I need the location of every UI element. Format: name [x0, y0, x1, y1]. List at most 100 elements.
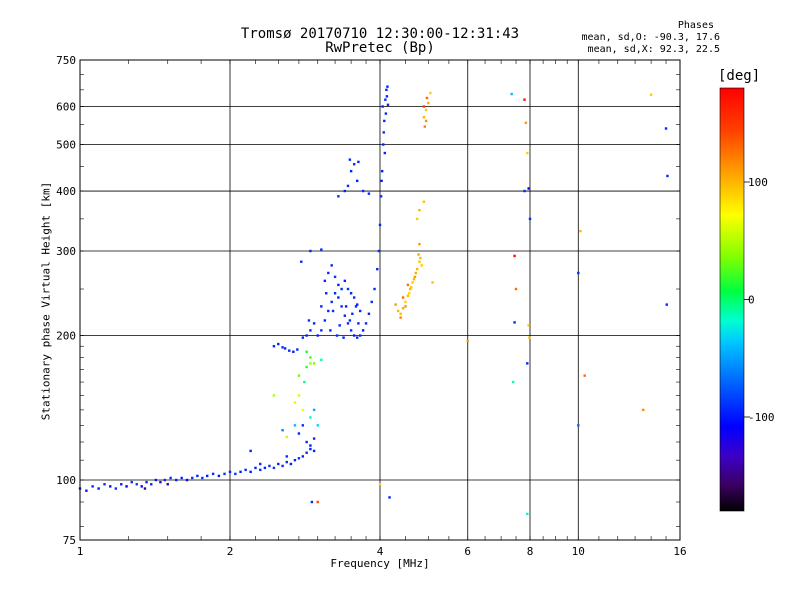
data-point — [377, 249, 381, 253]
data-point — [281, 429, 284, 432]
y-tick-label: 750 — [56, 54, 76, 67]
data-point — [523, 98, 526, 101]
data-point — [343, 314, 347, 317]
data-point — [349, 292, 353, 295]
data-point — [337, 195, 340, 198]
y-axis-label: Stationary phase Virtual Height [km] — [39, 181, 53, 421]
data-point — [577, 424, 580, 427]
data-point — [281, 464, 284, 468]
data-point — [355, 303, 359, 306]
data-point — [249, 449, 252, 453]
data-point — [409, 286, 413, 289]
data-point — [283, 347, 287, 350]
data-point — [514, 287, 518, 291]
data-point — [309, 447, 312, 451]
data-point — [354, 305, 358, 308]
data-point — [163, 478, 167, 482]
data-point — [296, 348, 299, 351]
data-point — [239, 470, 242, 474]
data-point — [292, 350, 295, 353]
data-point — [277, 342, 280, 346]
data-point — [386, 103, 390, 106]
data-point — [351, 312, 354, 315]
data-point — [352, 334, 356, 337]
data-point — [259, 462, 262, 466]
data-point — [320, 248, 323, 251]
data-point — [263, 466, 267, 470]
data-point — [337, 283, 340, 287]
data-point — [404, 305, 407, 308]
data-point — [323, 279, 327, 283]
data-point — [385, 95, 389, 98]
colorbar-label: [deg] — [718, 68, 761, 84]
data-point — [511, 380, 515, 384]
colorbar-tick-label: 0 — [748, 294, 755, 307]
data-point — [406, 283, 410, 287]
y-tick-label: 400 — [56, 185, 76, 198]
data-point — [343, 189, 347, 193]
data-point — [342, 336, 345, 339]
data-point — [417, 253, 420, 256]
data-point — [325, 292, 328, 295]
data-point — [348, 319, 352, 322]
y-tick-label: 75 — [63, 534, 76, 547]
data-point — [367, 192, 371, 195]
data-point — [285, 460, 288, 464]
data-point — [384, 112, 388, 115]
data-point — [272, 394, 276, 397]
data-point — [330, 264, 333, 267]
data-point — [329, 329, 332, 332]
data-point — [333, 292, 337, 295]
data-point — [422, 105, 426, 108]
data-point — [191, 476, 194, 480]
y-tick-label: 600 — [56, 101, 76, 114]
data-point — [301, 336, 305, 339]
data-point — [293, 401, 297, 404]
data-point — [383, 151, 387, 155]
data-point — [396, 309, 400, 313]
data-point — [526, 151, 529, 155]
data-point — [401, 307, 405, 310]
data-point — [422, 200, 426, 203]
data-point — [309, 362, 312, 365]
data-point — [281, 346, 284, 349]
data-point — [303, 380, 306, 384]
data-point — [379, 195, 383, 198]
data-point — [297, 457, 301, 460]
data-point — [140, 485, 143, 488]
data-point — [424, 119, 428, 123]
data-point — [254, 466, 257, 470]
data-point — [310, 500, 314, 504]
data-point — [418, 260, 421, 263]
data-point — [344, 305, 348, 308]
data-point — [297, 374, 301, 377]
data-point — [338, 324, 341, 327]
x-axis-label: Frequency [MHz] — [330, 557, 430, 570]
colorbar-gradient — [719, 87, 745, 512]
data-point — [309, 249, 312, 253]
data-point — [91, 485, 94, 488]
x-tick-label: 6 — [464, 545, 471, 558]
data-point — [373, 287, 376, 291]
data-point — [378, 223, 382, 227]
data-point — [305, 365, 308, 369]
data-point — [385, 88, 388, 92]
data-point — [312, 408, 316, 412]
y-tick-label: 100 — [56, 474, 76, 487]
data-point — [333, 275, 337, 279]
data-point — [109, 485, 112, 488]
colorbar: 100 0 -100 — [719, 87, 775, 512]
data-point — [346, 287, 350, 291]
data-point — [120, 483, 123, 486]
data-point — [217, 474, 221, 478]
data-point — [259, 468, 262, 472]
data-point — [285, 455, 288, 458]
data-point — [383, 119, 386, 123]
data-point — [337, 296, 340, 299]
data-point — [431, 281, 434, 284]
data-point — [378, 483, 382, 486]
x-tick-label: 16 — [673, 545, 686, 558]
data-point — [355, 336, 359, 339]
data-point — [422, 116, 426, 119]
data-point — [312, 322, 316, 325]
